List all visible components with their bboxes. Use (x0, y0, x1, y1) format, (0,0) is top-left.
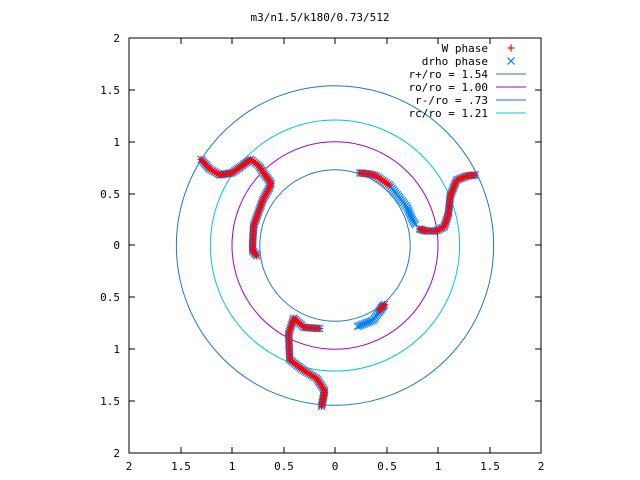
w-phase-point (384, 180, 392, 188)
legend-label-r-plus: r+/ro = 1.54 (409, 68, 489, 81)
y-tick-label: 1.5 (100, 395, 120, 408)
w-phase-point (266, 181, 274, 189)
w-phase-point (463, 172, 471, 180)
w-phase-point (452, 178, 460, 186)
w-phase-point (437, 224, 445, 232)
drho-phase-point (355, 321, 364, 330)
w-phase-point (451, 180, 459, 188)
w-phase-point (449, 185, 457, 193)
y-tick-label: 1.5 (100, 84, 120, 97)
w-phase-point (386, 181, 394, 189)
y-tick-label: 1 (113, 343, 120, 356)
w-phase-point (448, 188, 456, 196)
w-phase-point (434, 226, 442, 234)
legend-marker-drho-phase (507, 57, 515, 65)
y-axis: 2 1.5 1 0.5 0 0.5 1 1.5 2 (100, 32, 541, 460)
phase-markers (197, 155, 480, 411)
w-phase-point (448, 187, 456, 195)
w-phase-point (461, 173, 469, 181)
legend-label-r-c: rc/ro = 1.21 (409, 107, 488, 120)
legend: W phase drho phase r+/ro = 1.54 ro/ro = … (409, 42, 526, 120)
chart-title: m3/n1.5/k180/0.73/512 (250, 11, 389, 24)
w-phase-point (266, 183, 274, 191)
x-axis: 2 1.5 1 0.5 0 0.5 1 1.5 2 (126, 38, 545, 473)
w-phase-point (458, 174, 466, 182)
x-tick-label: 0 (332, 460, 339, 473)
w-phase-point (252, 251, 260, 259)
x-tick-label: 1 (435, 460, 442, 473)
x-tick-label: 0.5 (377, 460, 397, 473)
drho-phase-point (353, 322, 362, 331)
w-phase-point (380, 301, 388, 309)
y-tick-label: 2 (113, 447, 120, 460)
w-phase-point (453, 176, 461, 184)
w-phase-point (440, 223, 448, 231)
legend-label-drho-phase: drho phase (422, 55, 488, 68)
radius-circles (175, 85, 495, 406)
y-tick-label: 0.5 (100, 188, 120, 201)
x-tick-label: 0.5 (274, 460, 294, 473)
x-tick-label: 2 (126, 460, 133, 473)
w-phase-point (267, 179, 275, 187)
x-tick-label: 1 (229, 460, 236, 473)
legend-cross-marker (507, 57, 515, 65)
w-phase-point (253, 252, 261, 260)
circle-r-o (231, 141, 439, 350)
x-tick-label: 1.5 (171, 460, 191, 473)
w-phase-point (439, 224, 447, 232)
w-phase-point (415, 225, 423, 233)
legend-marker-w-phase (507, 44, 515, 52)
w-phase-point (459, 173, 467, 181)
y-tick-label: 0.5 (100, 291, 120, 304)
w-phase-point (379, 302, 387, 310)
circle-r-plus (175, 85, 495, 406)
w-phase-point (456, 175, 464, 183)
y-tick-label: 1 (113, 136, 120, 149)
legend-label-r-minus: r-/ro = .73 (415, 94, 488, 107)
y-tick-label: 0 (113, 239, 120, 252)
w-phase-point (318, 402, 326, 410)
legend-label-r-o: ro/ro = 1.00 (409, 81, 488, 94)
x-tick-label: 2 (538, 460, 545, 473)
w-phase-point (450, 181, 458, 189)
legend-plus-marker (507, 44, 515, 52)
w-phase-point (447, 190, 455, 198)
y-tick-label: 2 (113, 32, 120, 45)
legend-label-w-phase: W phase (442, 42, 488, 55)
w-phase-point (450, 183, 458, 191)
x-tick-label: 1.5 (480, 460, 500, 473)
w-phase-point (435, 225, 443, 233)
circle-r-minus (259, 169, 411, 322)
circle-r-c (209, 119, 461, 372)
w-phase-point (260, 194, 268, 202)
